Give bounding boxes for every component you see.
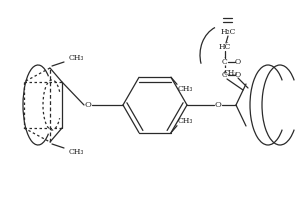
Text: CH₃: CH₃ bbox=[177, 117, 193, 125]
Text: C: C bbox=[222, 71, 228, 79]
Text: Ċ: Ċ bbox=[222, 58, 228, 66]
Text: CH₃: CH₃ bbox=[177, 85, 193, 93]
Text: CH₃: CH₃ bbox=[68, 148, 84, 156]
Text: O: O bbox=[85, 101, 92, 109]
Text: O: O bbox=[214, 101, 221, 109]
Text: O: O bbox=[235, 58, 241, 66]
Text: CH₃: CH₃ bbox=[68, 54, 84, 62]
Text: O: O bbox=[235, 71, 241, 79]
Text: H₂C: H₂C bbox=[220, 28, 236, 36]
Text: HĊ: HĊ bbox=[219, 43, 231, 51]
Text: CH₃: CH₃ bbox=[224, 69, 238, 77]
